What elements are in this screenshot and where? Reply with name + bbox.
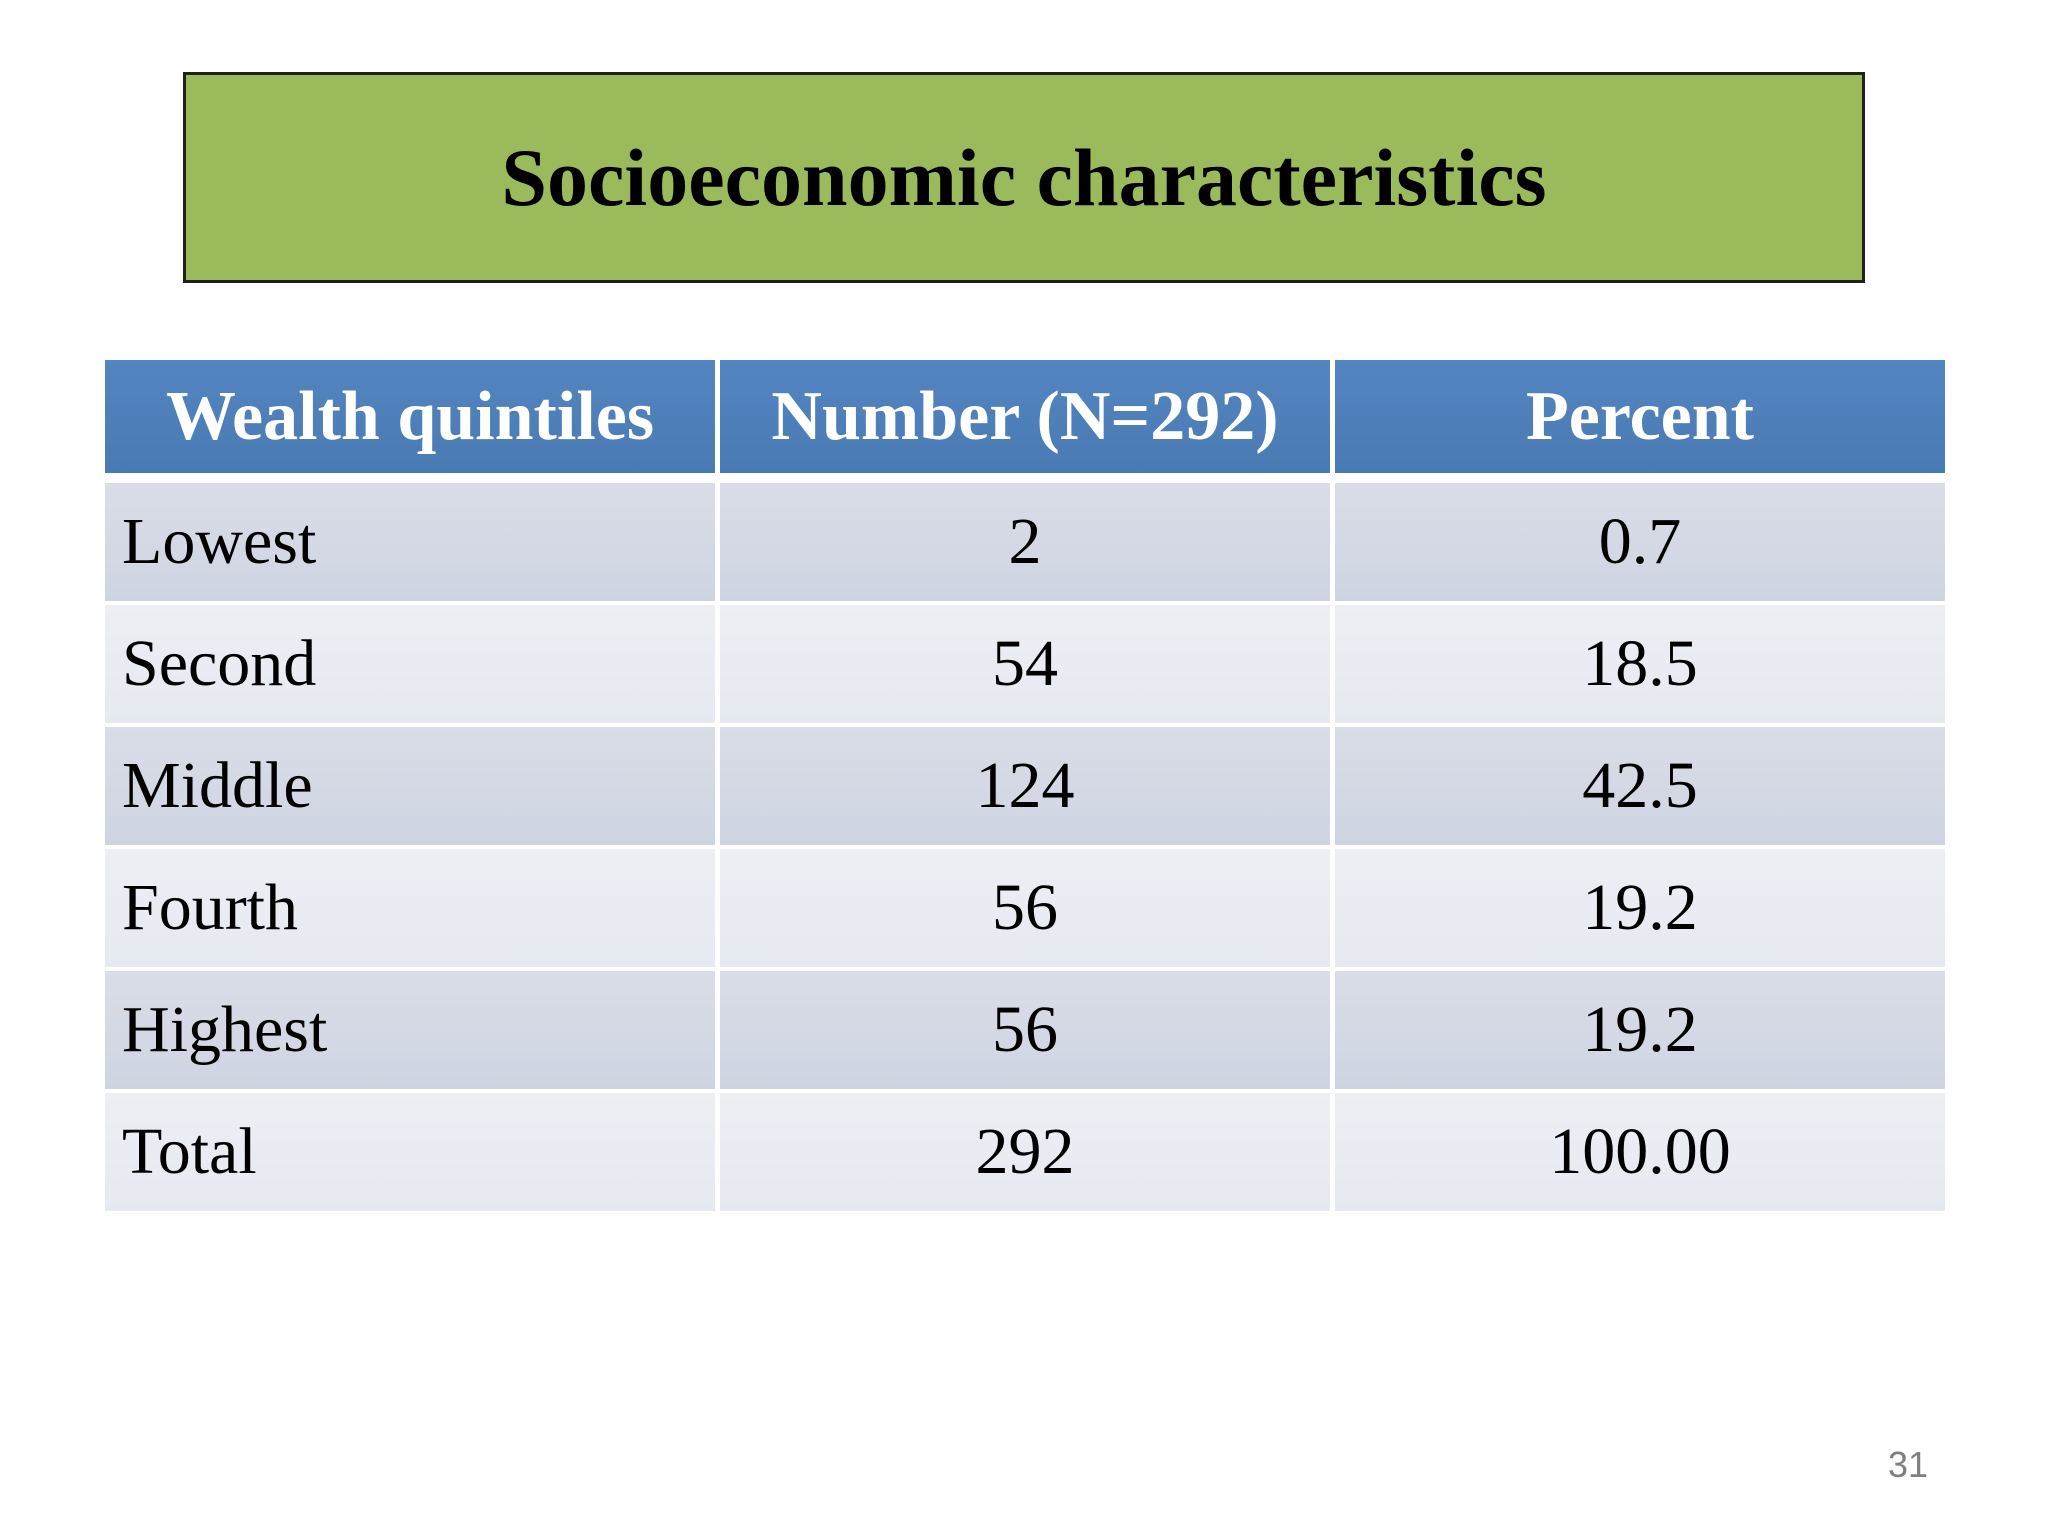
cell-percent: 19.2 <box>1335 849 1945 967</box>
table-row: Highest 56 19.2 <box>105 971 1945 1089</box>
header-cell-percent: Percent <box>1335 360 1945 473</box>
cell-percent: 100.00 <box>1335 1093 1945 1211</box>
cell-number: 54 <box>720 605 1330 723</box>
cell-number: 56 <box>720 849 1330 967</box>
cell-quintile: Total <box>105 1093 715 1211</box>
cell-quintile: Highest <box>105 971 715 1089</box>
cell-percent: 18.5 <box>1335 605 1945 723</box>
cell-quintile: Lowest <box>105 483 715 601</box>
table-row: Second 54 18.5 <box>105 605 1945 723</box>
table-body: Lowest 2 0.7 Second 54 18.5 Middle 124 42.5 Fourt… <box>105 483 1945 1211</box>
table-row: Fourth 56 19.2 <box>105 849 1945 967</box>
cell-percent: 0.7 <box>1335 483 1945 601</box>
table-row: Middle 124 42.5 <box>105 727 1945 845</box>
table-header: Wealth quintiles Number (N=292) Percent <box>105 360 1945 473</box>
cell-quintile: Fourth <box>105 849 715 967</box>
cell-number: 56 <box>720 971 1330 1089</box>
cell-number: 2 <box>720 483 1330 601</box>
cell-number: 124 <box>720 727 1330 845</box>
table-row: Total 292 100.00 <box>105 1093 1945 1211</box>
cell-quintile: Second <box>105 605 715 723</box>
header-cell-wealth-quintiles: Wealth quintiles <box>105 360 715 473</box>
page-number: 31 <box>1887 1444 1928 1485</box>
slide-title: Socioeconomic characteristics <box>501 131 1547 223</box>
table-row: Lowest 2 0.7 <box>105 483 1945 601</box>
cell-number: 292 <box>720 1093 1330 1211</box>
title-box: Socioeconomic characteristics <box>183 72 1865 283</box>
cell-percent: 42.5 <box>1335 727 1945 845</box>
data-table: Wealth quintiles Number (N=292) Percent … <box>105 360 1945 1211</box>
cell-percent: 19.2 <box>1335 971 1945 1089</box>
cell-quintile: Middle <box>105 727 715 845</box>
header-cell-number: Number (N=292) <box>720 360 1330 473</box>
